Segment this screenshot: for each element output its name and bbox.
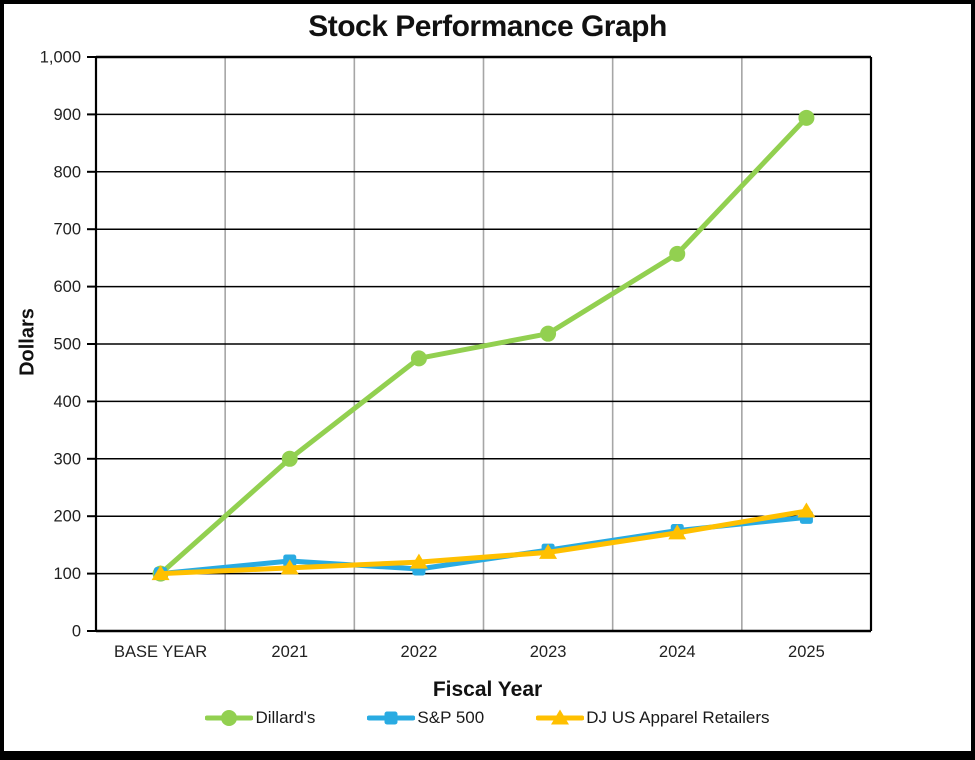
plot-area: 1,000 900 800 700 600 500 400 300 200 100 0 BASE YE…: [40, 49, 873, 661]
square-marker: [384, 711, 398, 725]
triangle-marker: [539, 543, 558, 559]
series-line: [158, 508, 809, 577]
y-tick-label: 600: [53, 278, 81, 296]
x-tick-label: 2025: [788, 643, 825, 661]
circle-marker: [410, 350, 427, 367]
triangle-marker: [409, 553, 428, 569]
chart-title: Stock Performance Graph: [308, 10, 667, 43]
triangle-marker: [797, 502, 816, 518]
legend-label: S&P 500: [417, 708, 485, 727]
circle-marker: [798, 109, 815, 126]
y-tick-label: 700: [53, 221, 81, 239]
circle-marker: [669, 245, 686, 262]
series-line: [158, 115, 809, 577]
y-tick-label: 1,000: [40, 49, 81, 67]
x-tick-label: 2021: [271, 643, 308, 661]
legend-marker-square-icon: [367, 711, 416, 725]
legend-marker-triangle-icon: [536, 709, 585, 725]
circle-marker: [540, 325, 557, 342]
legend-item-2: DJ US Apparel Retailers: [536, 708, 770, 728]
legend-item-1: S&P 500: [367, 708, 484, 728]
y-tick-label: 100: [53, 565, 81, 583]
legend-item-0: Dillard's: [205, 708, 315, 728]
circle-marker: [221, 710, 238, 726]
y-tick-label: 800: [53, 163, 81, 181]
x-tick-label: 2023: [530, 643, 567, 661]
x-axis-title: Fiscal Year: [432, 678, 543, 701]
y-tick-label: 900: [53, 106, 81, 124]
triangle-marker: [668, 524, 687, 540]
y-tick-label: 300: [53, 450, 81, 468]
series-2: [151, 502, 816, 581]
y-tick-label: 500: [53, 336, 81, 354]
y-tick-label: 0: [72, 623, 81, 641]
circle-marker: [281, 450, 298, 467]
triangle-marker: [551, 709, 570, 725]
triangle-marker: [280, 559, 299, 575]
x-tick-label: 2024: [659, 643, 696, 661]
legend-marker-circle-icon: [205, 710, 254, 726]
legend: Dillard's S&P 500 DJ US Apparel Retailers: [4, 708, 971, 728]
triangle-marker: [151, 565, 170, 581]
legend-label: DJ US Apparel Retailers: [586, 708, 770, 727]
y-tick-label: 200: [53, 508, 81, 526]
x-tick-label: BASE YEAR: [114, 643, 207, 661]
x-tick-label: 2022: [401, 643, 438, 661]
legend-label: Dillard's: [255, 708, 316, 727]
y-tick-label: 400: [53, 393, 81, 411]
